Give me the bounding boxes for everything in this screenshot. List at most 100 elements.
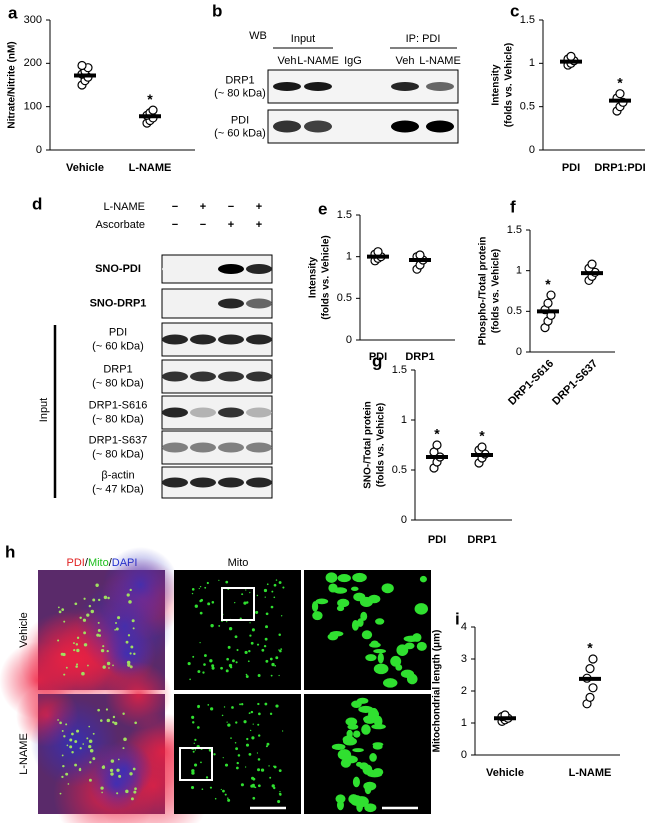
mito-speck (115, 627, 119, 631)
mito-speck (248, 649, 251, 653)
mito-blob (377, 652, 384, 664)
mito-speck (102, 645, 105, 648)
mito-speck (220, 788, 222, 791)
mito-speck (101, 791, 103, 794)
mito-speck (97, 598, 101, 602)
mito-speck (210, 707, 214, 711)
mito-speck (205, 776, 209, 779)
y-tick-label: 0.5 (520, 101, 535, 113)
mito-blob (357, 618, 364, 627)
protein-label: SNO-DRP1 (90, 297, 147, 309)
blot-band (246, 371, 272, 382)
mito-speck (265, 612, 269, 616)
mito-speck (268, 765, 270, 767)
panel-label: c (510, 1, 519, 20)
mito-speck (67, 783, 70, 785)
blot-band (162, 334, 188, 345)
mito-speck (107, 596, 110, 600)
y-tick-label: 0 (461, 749, 467, 761)
data-point (587, 259, 597, 269)
x-tick-label: DRP1 (405, 351, 434, 363)
zoom-box (179, 747, 213, 781)
mito-speck (226, 721, 228, 723)
mito-speck (230, 737, 232, 739)
mito-speck (197, 705, 200, 709)
mito-speck (131, 619, 135, 623)
protein-label: DRP1 (103, 363, 132, 375)
mito-speck (114, 629, 116, 631)
mito-speck (229, 665, 233, 669)
stain-blob (94, 740, 153, 799)
mito-speck (112, 721, 115, 724)
mito-speck (192, 750, 195, 753)
size-label: (~ 80 kDa) (92, 448, 144, 460)
mito-speck (273, 786, 276, 790)
mito-speck (252, 777, 256, 781)
mito-blob (403, 635, 420, 642)
mito-speck (265, 745, 268, 748)
blot-band (246, 334, 272, 345)
mito-speck (200, 761, 202, 764)
image-bg (174, 570, 301, 690)
mito-speck (269, 712, 273, 716)
mito-speck (257, 768, 261, 772)
mito-speck (244, 766, 247, 768)
blot-band (190, 334, 216, 345)
mito-speck (269, 776, 272, 779)
mito-speck (126, 593, 130, 597)
mito-speck (102, 665, 106, 669)
blot-band (304, 120, 332, 133)
mito-speck (249, 729, 252, 732)
y-tick-label: 200 (24, 57, 42, 69)
mito-blob (350, 795, 363, 806)
mito-blob (364, 803, 377, 813)
mito-speck (253, 785, 256, 788)
mito-speck (69, 745, 73, 749)
mito-speck (129, 772, 133, 776)
condition-sign: + (200, 201, 206, 213)
mito-speck (270, 605, 274, 609)
blot-band (190, 442, 216, 453)
y-tick-label: 1 (461, 717, 467, 729)
mito-speck (250, 710, 254, 714)
mito-speck (191, 588, 195, 591)
y-tick-label: 0 (529, 144, 535, 156)
mito-blob (333, 587, 348, 594)
y-tick-label: 1 (529, 57, 535, 69)
mito-speck (263, 644, 267, 648)
blot-band (162, 264, 188, 274)
mito-speck (237, 754, 241, 757)
mito-blob (342, 735, 355, 744)
mito-speck (240, 783, 244, 787)
blot-band (218, 371, 244, 382)
mito-speck (75, 643, 79, 646)
mito-speck (191, 769, 195, 773)
y-tick-label: 4 (461, 621, 467, 633)
y-tick-label: 0 (401, 514, 407, 526)
mito-speck (194, 738, 197, 741)
mito-blob (345, 717, 358, 726)
mito-blob (335, 794, 346, 804)
mito-blob (315, 598, 329, 605)
panel-label: i (455, 609, 460, 628)
mito-speck (247, 660, 250, 663)
mito-speck (234, 635, 238, 639)
mito-speck (82, 743, 85, 745)
mito-speck (132, 767, 136, 771)
mito-speck (57, 606, 60, 609)
mito-speck (79, 616, 82, 620)
mito-speck (261, 648, 265, 652)
mito-speck (227, 723, 231, 727)
x-tick-label: L-NAME (129, 162, 172, 174)
blot-band (218, 334, 244, 345)
mito-speck (236, 649, 239, 652)
mito-speck (269, 657, 273, 661)
mito-speck (86, 664, 89, 667)
condition-label: Ascorbate (95, 219, 145, 231)
panel-label: e (318, 199, 327, 218)
mito-speck (61, 608, 65, 611)
mito-blob (368, 709, 380, 720)
blot-band (246, 264, 272, 274)
mito-speck (244, 650, 248, 654)
panel-label: f (510, 197, 516, 216)
